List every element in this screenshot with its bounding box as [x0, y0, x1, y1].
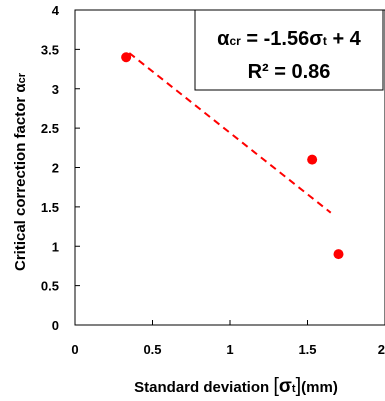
y-axis-title: Critical correction factor αcr	[12, 72, 29, 271]
y-tick-label: 1	[52, 239, 59, 254]
y-axis-ticks: 0 0.5 1 1.5 2 2.5 3 3.5 4	[41, 3, 80, 333]
y-tick-label: 3.5	[41, 42, 59, 57]
trendline	[128, 52, 332, 214]
equation-line: αcr = -1.56σt + 4	[217, 28, 362, 50]
data-point	[121, 52, 132, 63]
r-squared: R² = 0.86	[248, 61, 331, 83]
y-tick-label: 3	[52, 82, 59, 97]
y-tick-label: 1.5	[41, 200, 59, 215]
x-tick-label: 0.5	[143, 342, 161, 357]
y-tick-label: 4	[52, 3, 60, 18]
data-point	[307, 154, 318, 165]
x-tick-label: 2	[378, 342, 385, 357]
x-axis-ticks: 0 0.5 1 1.5 2	[71, 320, 385, 357]
x-tick-label: 1	[226, 342, 233, 357]
equation-box	[194, 9, 384, 91]
data-points	[121, 52, 344, 260]
y-tick-label: 2	[52, 161, 59, 176]
y-tick-label: 0	[52, 318, 59, 333]
x-tick-label: 1.5	[298, 342, 316, 357]
y-tick-label: 0.5	[41, 279, 59, 294]
data-point	[333, 249, 344, 260]
y-tick-label: 2.5	[41, 121, 59, 136]
x-axis-title: Standard deviation [σt](mm)	[134, 375, 338, 397]
x-tick-label: 0	[71, 342, 78, 357]
